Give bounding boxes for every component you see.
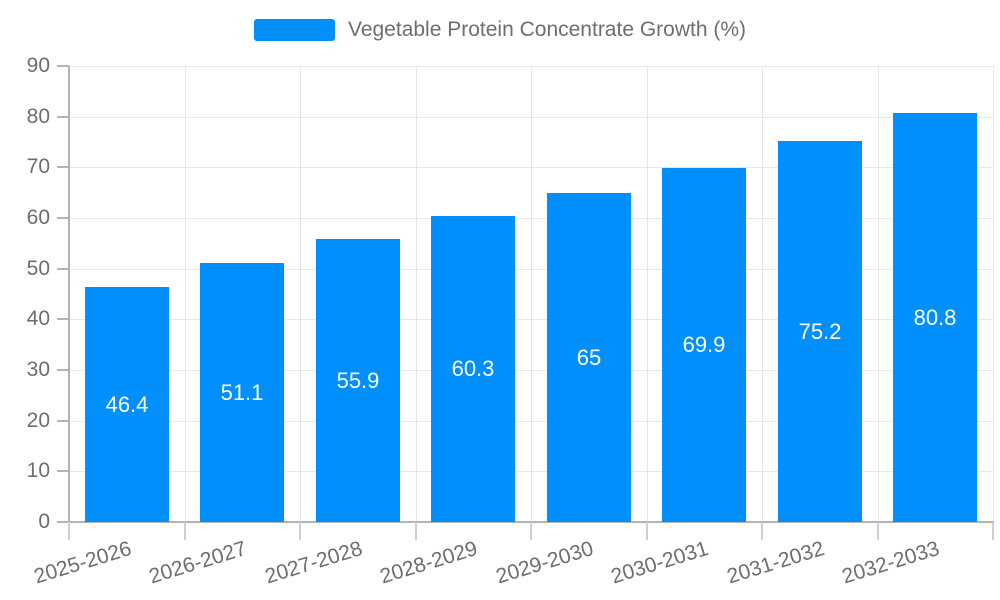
bar-value-label: 51.1	[220, 379, 264, 405]
y-axis-label: 0	[38, 510, 50, 533]
x-axis-label: 2030-2031	[607, 537, 711, 589]
y-axis-label: 90	[26, 54, 50, 77]
gridline-v	[185, 66, 186, 522]
y-axis-label: 20	[26, 409, 50, 432]
x-tick	[877, 522, 879, 540]
bar-value-label: 55.9	[336, 367, 380, 393]
y-axis-label: 60	[26, 206, 50, 229]
y-axis-label: 80	[26, 105, 50, 128]
gridline-v	[416, 66, 417, 522]
x-axis-label: 2028-2029	[376, 537, 480, 589]
legend-label: Vegetable Protein Concentrate Growth (%)	[347, 18, 747, 41]
x-axis-label: 2027-2028	[261, 537, 365, 589]
x-tick	[299, 522, 301, 540]
y-tick	[57, 470, 69, 472]
y-tick	[57, 116, 69, 118]
y-tick	[57, 166, 69, 168]
bar[interactable]: 75.2	[778, 141, 862, 522]
bar[interactable]: 55.9	[316, 239, 400, 522]
x-tick	[530, 522, 532, 540]
bar[interactable]: 65	[547, 193, 631, 522]
gridline-v	[647, 66, 648, 522]
gridline-v	[531, 66, 532, 522]
x-tick	[992, 522, 994, 540]
bar[interactable]: 51.1	[200, 263, 284, 522]
bar-value-label: 65	[576, 344, 602, 370]
y-axis-label: 40	[26, 307, 50, 330]
y-axis-label: 30	[26, 358, 50, 381]
x-axis-label: 2031-2032	[723, 537, 827, 589]
bar-value-label: 80.8	[913, 304, 957, 330]
y-tick	[57, 217, 69, 219]
bar-value-label: 69.9	[682, 332, 726, 357]
gridline-v	[762, 66, 763, 522]
bar[interactable]: 46.4	[85, 287, 169, 522]
y-tick	[57, 369, 69, 371]
y-tick	[57, 318, 69, 320]
bar-value-label: 60.3	[451, 356, 495, 381]
y-axis-line	[68, 66, 70, 522]
y-tick	[57, 420, 69, 422]
x-axis-label: 2025-2026	[30, 537, 134, 589]
y-tick	[57, 65, 69, 67]
y-tick	[57, 521, 69, 523]
x-tick	[415, 522, 417, 540]
y-axis-label: 70	[26, 155, 50, 178]
bar-value-label: 75.2	[798, 318, 842, 344]
bar[interactable]: 69.9	[662, 168, 746, 522]
y-axis-label: 10	[26, 459, 50, 482]
legend: Vegetable Protein Concentrate Growth (%)	[0, 17, 1000, 43]
bar[interactable]: 80.8	[893, 113, 977, 522]
x-axis-label: 2029-2030	[492, 537, 596, 589]
x-axis-label: 2026-2027	[145, 537, 249, 589]
gridline-v	[993, 66, 994, 522]
x-tick	[184, 522, 186, 540]
x-tick	[68, 522, 70, 540]
legend-swatch-icon	[253, 19, 335, 41]
bar-value-label: 46.4	[105, 391, 149, 417]
x-tick	[761, 522, 763, 540]
bar[interactable]: 60.3	[431, 216, 515, 522]
x-tick	[646, 522, 648, 540]
legend-item[interactable]: Vegetable Protein Concentrate Growth (%)	[253, 17, 747, 43]
y-tick	[57, 268, 69, 270]
x-axis-label: 2032-2033	[838, 537, 942, 589]
gridline-v	[878, 66, 879, 522]
y-axis-label: 50	[26, 257, 50, 280]
gridline-v	[300, 66, 301, 522]
